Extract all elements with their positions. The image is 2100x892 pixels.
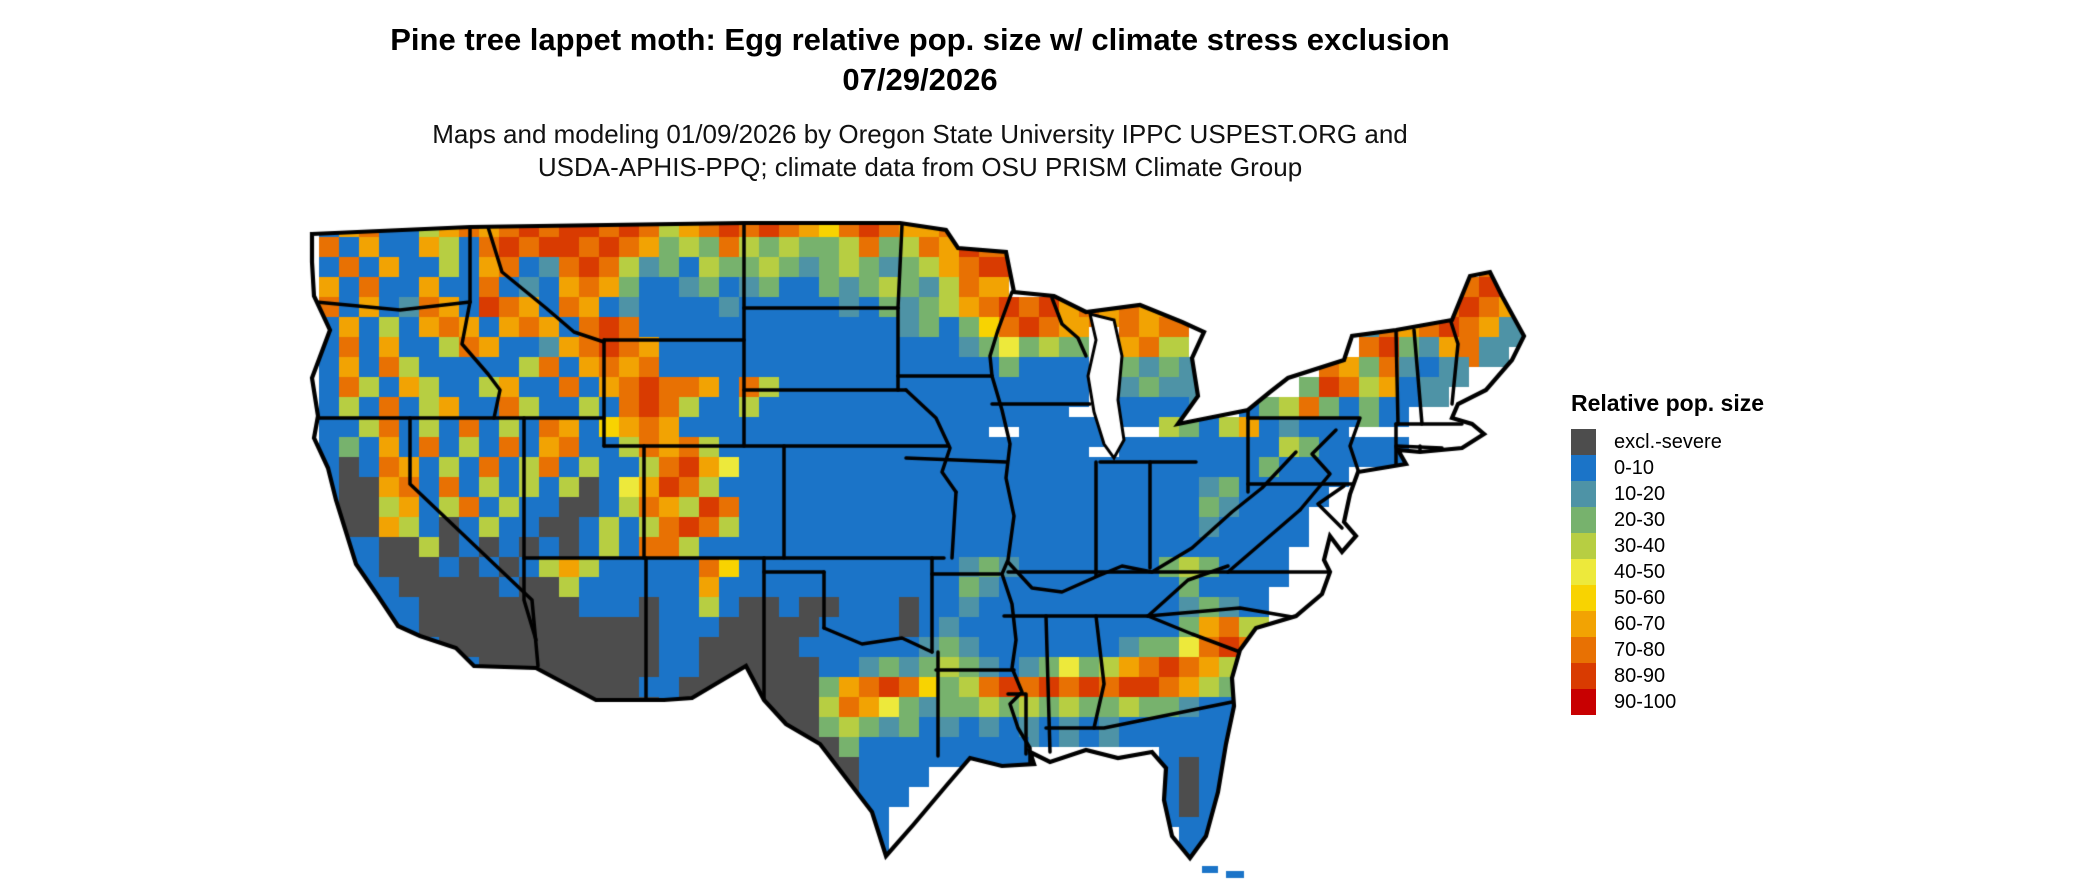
legend-label: 50-60 bbox=[1614, 586, 1666, 609]
legend-item: 50-60 bbox=[1571, 585, 1764, 611]
legend-items: excl.-severe 0-10 10-20 20-30 30-40 40-50 50-6… bbox=[1571, 429, 1764, 715]
page-title-text: Pine tree lappet moth: Egg relative pop.… bbox=[390, 22, 1450, 97]
page-title: Pine tree lappet moth: Egg relative pop.… bbox=[320, 20, 1520, 100]
legend-swatch bbox=[1571, 533, 1596, 559]
page-subtitle-text: Maps and modeling 01/09/2026 by Oregon S… bbox=[432, 119, 1408, 182]
legend-label: 90-100 bbox=[1614, 690, 1677, 713]
legend-item: excl.-severe bbox=[1571, 429, 1764, 455]
legend-label: 20-30 bbox=[1614, 508, 1666, 531]
legend-label: 0-10 bbox=[1614, 456, 1655, 479]
legend-item: 80-90 bbox=[1571, 663, 1764, 689]
legend-item: 40-50 bbox=[1571, 559, 1764, 585]
legend-label: 80-90 bbox=[1614, 664, 1666, 687]
legend: Relative pop. size excl.-severe 0-10 10-20… bbox=[1571, 390, 1764, 715]
legend-label: excl.-severe bbox=[1614, 430, 1722, 453]
legend-item: 20-30 bbox=[1571, 507, 1764, 533]
legend-item: 70-80 bbox=[1571, 637, 1764, 663]
legend-swatch bbox=[1571, 637, 1596, 663]
legend-item: 30-40 bbox=[1571, 533, 1764, 559]
legend-label: 60-70 bbox=[1614, 612, 1666, 635]
legend-swatch bbox=[1571, 481, 1596, 507]
legend-title: Relative pop. size bbox=[1571, 390, 1765, 416]
legend-swatch bbox=[1571, 507, 1596, 533]
legend-item: 60-70 bbox=[1571, 611, 1764, 637]
legend-swatch bbox=[1571, 689, 1596, 715]
legend-swatch bbox=[1571, 559, 1596, 585]
legend-label: 30-40 bbox=[1614, 534, 1666, 557]
legend-item: 0-10 bbox=[1571, 455, 1764, 481]
legend-swatch bbox=[1571, 611, 1596, 637]
legend-item: 10-20 bbox=[1571, 481, 1764, 507]
legend-swatch bbox=[1571, 429, 1596, 455]
legend-label: 40-50 bbox=[1614, 560, 1666, 583]
legend-swatch bbox=[1571, 455, 1596, 481]
legend-item: 90-100 bbox=[1571, 689, 1764, 715]
page-subtitle: Maps and modeling 01/09/2026 by Oregon S… bbox=[320, 118, 1520, 184]
legend-swatch bbox=[1571, 585, 1596, 611]
us-choropleth-map bbox=[290, 205, 1570, 892]
legend-swatch bbox=[1571, 663, 1596, 689]
legend-label: 70-80 bbox=[1614, 638, 1666, 661]
legend-label: 10-20 bbox=[1614, 482, 1666, 505]
